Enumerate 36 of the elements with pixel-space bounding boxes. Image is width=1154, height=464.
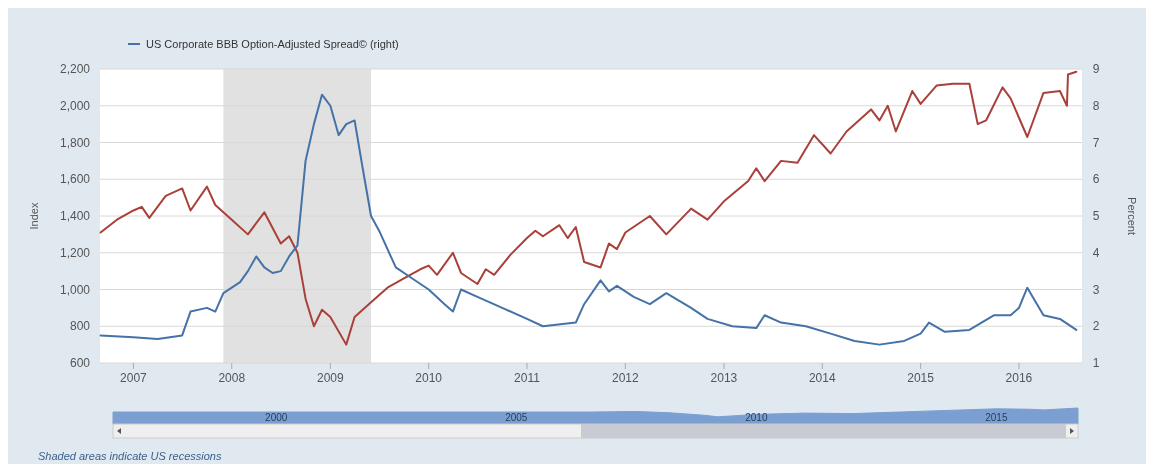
x-tick-label: 2009 — [316, 371, 345, 385]
x-tick-label: 2016 — [1005, 371, 1033, 385]
y-tick-label: 2,000 — [59, 98, 91, 113]
x-tick-label: 2005 — [505, 412, 528, 423]
y-tick-label: 1,200 — [59, 245, 91, 260]
x-tick-label: 2010 — [745, 412, 768, 423]
x-tick-label: 2010 — [415, 371, 443, 385]
y-tick-label: 1,400 — [59, 209, 91, 223]
y-tick-label: 800 — [69, 319, 91, 334]
legend-label: US Corporate BBB Option-Adjusted Spread© (right) — [146, 38, 399, 50]
text: Shaded areas indicate US recessions — [38, 450, 222, 462]
x-tick-label: 2015 — [985, 412, 1008, 423]
x-tick-label: 2013 — [710, 371, 738, 385]
x-tick-label: 2008 — [218, 371, 246, 385]
y-tick-label: 1,800 — [59, 135, 91, 150]
x-tick-label: 2014 — [808, 371, 836, 385]
y2-tick-label: 5 — [1092, 209, 1100, 223]
x-tick-label: 2007 — [120, 371, 148, 385]
y2-tick-label: 2 — [1092, 319, 1100, 334]
y-tick-label: 1,600 — [59, 172, 91, 187]
x-tick-label: 2012 — [612, 371, 640, 385]
y2-tick-label: 7 — [1092, 135, 1100, 150]
y-axis-title: Index — [28, 202, 40, 230]
x-tick-label: 2011 — [514, 371, 541, 385]
x-tick-label: 2000 — [265, 412, 288, 423]
y2-tick-label: 8 — [1092, 98, 1100, 113]
y2-tick-label: 9 — [1092, 62, 1100, 76]
y-tick-label: 600 — [69, 356, 91, 370]
x-tick-label: 2015 — [907, 371, 935, 385]
y-tick-label: 1,000 — [59, 282, 91, 297]
y2-tick-label: 4 — [1092, 245, 1100, 260]
y2-tick-label: 3 — [1092, 282, 1100, 297]
y-tick-label: 2,200 — [59, 62, 91, 76]
y2-tick-label: 1 — [1092, 356, 1100, 370]
y2-tick-label: 6 — [1092, 172, 1100, 187]
y2-axis-title: Percent — [1126, 197, 1138, 235]
